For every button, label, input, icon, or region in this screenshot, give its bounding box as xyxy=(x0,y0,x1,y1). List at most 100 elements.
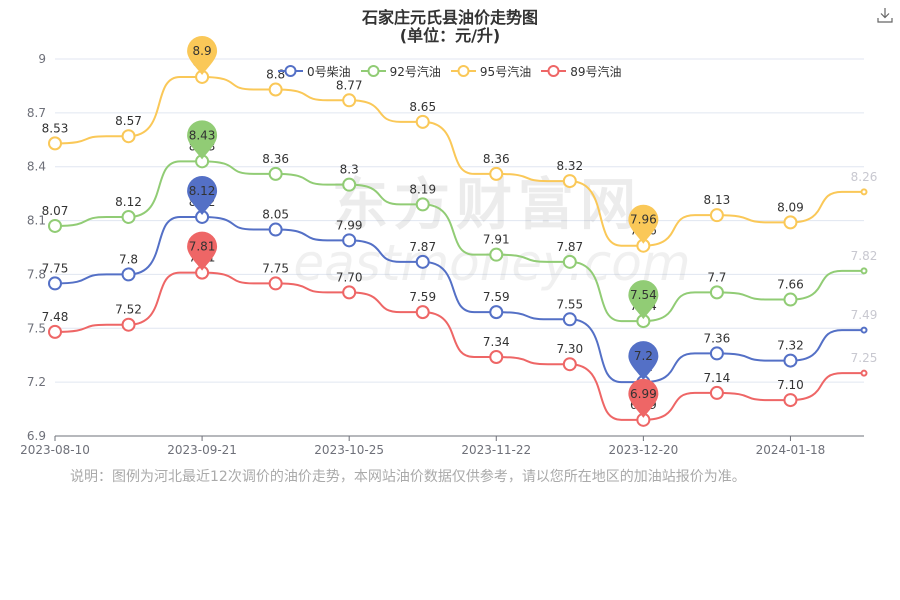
data-point xyxy=(489,350,504,365)
extreme-pin xyxy=(187,175,218,215)
extreme-pin xyxy=(628,341,659,381)
data-label: 8.36 xyxy=(483,152,510,166)
legend-item[interactable]: 95号汽油 xyxy=(450,63,532,79)
series-line xyxy=(54,215,864,384)
legend-label: 89号汽油 xyxy=(570,64,622,79)
data-point xyxy=(489,305,504,320)
data-point xyxy=(489,166,504,181)
data-label: 7.70 xyxy=(336,270,363,284)
data-label: 8.09 xyxy=(777,200,804,214)
data-point xyxy=(342,177,357,192)
data-label: 8.57 xyxy=(115,114,142,128)
data-point xyxy=(121,317,136,332)
data-point xyxy=(860,267,868,275)
series-line xyxy=(54,160,864,323)
data-label: 8.36 xyxy=(262,152,289,166)
data-label: 8.32 xyxy=(556,159,583,173)
data-point xyxy=(48,136,62,151)
data-point xyxy=(860,369,868,377)
x-tick-label: 2023-11-22 xyxy=(461,443,531,457)
data-point xyxy=(709,208,724,223)
data-point xyxy=(342,285,357,300)
extreme-pin-label: 8.43 xyxy=(189,128,216,142)
data-label: 7.48 xyxy=(42,310,69,324)
data-label: 7.87 xyxy=(409,240,436,254)
data-point xyxy=(48,218,62,233)
extreme-markers: 8.12 7.2 8.43 7.54 8.9 7.96 7.81 6.99 xyxy=(187,35,659,418)
y-tick-label: 7.2 xyxy=(27,375,46,389)
data-point xyxy=(415,197,430,212)
data-point xyxy=(709,285,724,300)
data-point xyxy=(709,385,724,400)
data-point xyxy=(48,276,62,291)
legend-item[interactable]: 0号柴油 xyxy=(278,63,351,79)
extreme-pin-label: 6.99 xyxy=(630,387,657,401)
legend-line-icon xyxy=(541,65,567,77)
data-point xyxy=(268,166,283,181)
data-point xyxy=(415,114,430,129)
download-icon[interactable] xyxy=(876,6,894,24)
legend-item[interactable]: 89号汽油 xyxy=(541,63,621,79)
extreme-pin-label: 8.12 xyxy=(189,184,216,198)
extreme-pin-label: 7.81 xyxy=(189,240,216,254)
legend-line-icon xyxy=(360,65,386,77)
data-label: 8.65 xyxy=(409,100,436,114)
data-label: 7.99 xyxy=(336,218,363,232)
x-tick-label: 2023-09-21 xyxy=(167,443,237,457)
extreme-pin xyxy=(628,204,659,244)
data-point xyxy=(783,215,798,230)
data-point xyxy=(562,312,577,327)
axes: 6.9 7.2 7.5 7.8 8.1 8.4 8.7 9 2023-08-10 2023-09-… xyxy=(20,52,864,457)
legend-line-icon xyxy=(450,65,476,77)
data-label: 7.7 xyxy=(707,270,726,284)
data-label: 7.30 xyxy=(556,342,583,356)
data-point xyxy=(783,292,798,307)
data-point xyxy=(562,357,577,372)
extreme-pin xyxy=(628,280,659,320)
y-tick-label: 6.9 xyxy=(27,429,46,443)
legend-label: 0号柴油 xyxy=(307,64,351,79)
data-label: 7.52 xyxy=(115,303,142,317)
data-label: 7.36 xyxy=(704,331,731,345)
y-tick-label: 8.7 xyxy=(27,106,46,120)
data-label: 7.75 xyxy=(262,261,289,275)
data-point xyxy=(562,174,577,189)
series-line xyxy=(54,271,864,421)
series-layer xyxy=(48,69,868,427)
data-label: 7.55 xyxy=(556,297,583,311)
extreme-pin-label: 7.54 xyxy=(630,288,657,302)
watermark-cn: 东方财富网 xyxy=(332,173,642,238)
data-point xyxy=(48,324,62,339)
legend-line-icon xyxy=(278,65,303,77)
data-point xyxy=(709,346,724,361)
x-tick-label: 2023-12-20 xyxy=(608,443,678,457)
data-point xyxy=(268,82,283,97)
data-point xyxy=(860,188,868,196)
data-point xyxy=(860,326,868,334)
data-point xyxy=(415,254,430,269)
x-tick-label: 2023-10-25 xyxy=(314,443,384,457)
extreme-pin xyxy=(187,35,218,75)
data-label: 7.59 xyxy=(409,290,436,304)
data-point xyxy=(783,393,798,408)
data-label: 7.8 xyxy=(119,252,138,266)
data-label: 7.25 xyxy=(851,351,878,365)
data-point xyxy=(268,276,283,291)
data-point xyxy=(121,129,136,144)
watermark-en: eastmoney.com xyxy=(293,234,690,292)
y-tick-label: 7.5 xyxy=(27,321,46,335)
data-label: 7.49 xyxy=(851,308,878,322)
extreme-pin-label: 7.96 xyxy=(630,213,657,227)
data-label: 7.34 xyxy=(483,335,510,349)
data-label: 8.12 xyxy=(115,195,142,209)
legend-label: 95号汽油 xyxy=(479,64,532,79)
data-label: 7.10 xyxy=(777,378,804,392)
data-label: 7.59 xyxy=(483,290,510,304)
data-label: 8.05 xyxy=(262,208,289,222)
extreme-pin xyxy=(187,120,218,160)
data-point xyxy=(415,305,430,320)
data-label: 7.32 xyxy=(777,339,804,353)
legend-item[interactable]: 92号汽油 xyxy=(360,63,441,79)
x-tick-label: 2024-01-18 xyxy=(756,443,826,457)
